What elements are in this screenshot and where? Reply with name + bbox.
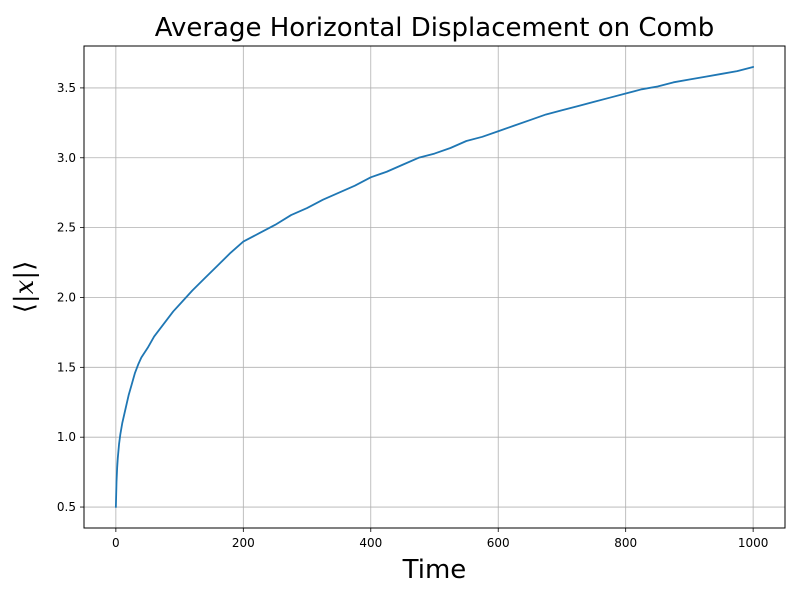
- plot-frame: [83, 45, 786, 529]
- series-line-0: [114, 66, 755, 508]
- y-tick-label: 1.0: [57, 430, 76, 444]
- y-tick-label: 3.5: [57, 81, 76, 95]
- y-tick-label: 2.0: [57, 290, 76, 304]
- x-axis-label: Time: [402, 555, 467, 585]
- x-tick-label: 400: [359, 536, 382, 550]
- y-tick-label: 2.5: [57, 221, 76, 235]
- y-tick-label: 3.0: [57, 151, 76, 165]
- x-tick-label: 600: [487, 536, 510, 550]
- y-axis-label-close: |⟩: [10, 261, 40, 280]
- x-tick-label: 200: [232, 536, 255, 550]
- y-axis-label-open: ⟨|: [10, 294, 40, 313]
- series-layer: [114, 66, 755, 508]
- x-tick-label: 0: [112, 536, 120, 550]
- y-tick-label: 1.5: [57, 360, 76, 374]
- y-tick-label: 0.5: [57, 500, 76, 514]
- tick-labels: 0 200 400 600 800 1000 0.5 1.0 1.5 2.0 2.5 3.0 3.5: [57, 81, 769, 550]
- y-axis-label-var: x: [10, 279, 40, 294]
- x-tick-label: 1000: [738, 536, 769, 550]
- chart-title: Average Horizontal Displacement on Comb: [155, 13, 715, 43]
- y-axis-label: ⟨|x|⟩: [10, 261, 40, 313]
- ticks: [80, 87, 754, 532]
- grid: [84, 46, 785, 528]
- x-tick-label: 800: [614, 536, 637, 550]
